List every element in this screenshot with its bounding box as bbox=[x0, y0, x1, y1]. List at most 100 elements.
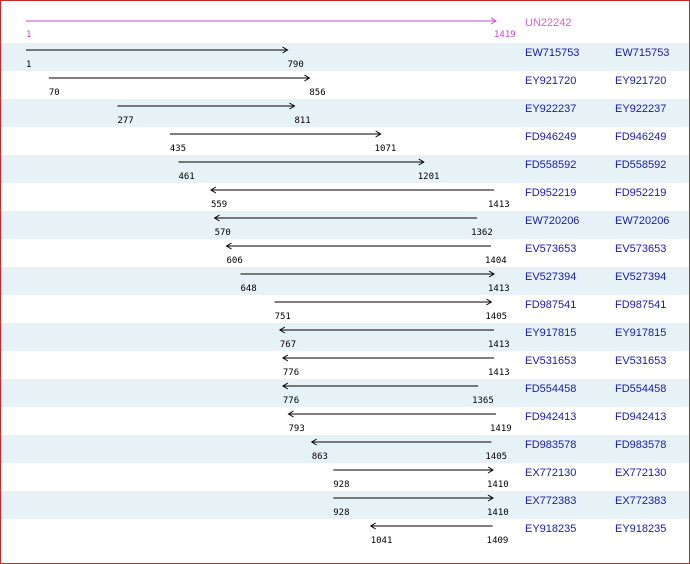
accession-link-secondary[interactable]: EX772383 bbox=[615, 495, 667, 507]
accession-link-secondary[interactable]: FD942413 bbox=[615, 411, 667, 423]
alignment-arrowhead bbox=[287, 410, 294, 418]
alignment-start-label: 863 bbox=[311, 452, 328, 462]
alignment-start-label: 1041 bbox=[370, 536, 393, 546]
accession-link-secondary[interactable]: FD558592 bbox=[615, 159, 667, 171]
accession-link[interactable]: FD942413 bbox=[525, 411, 577, 423]
alignment-end-label: 1201 bbox=[417, 172, 440, 182]
alignment-end-label: 1419 bbox=[490, 424, 512, 434]
alignment-start-label: 461 bbox=[178, 172, 195, 182]
accession-link[interactable]: FD952219 bbox=[525, 187, 577, 199]
alignment-start-label: 776 bbox=[282, 368, 300, 378]
alignment-end-label: 1413 bbox=[488, 200, 510, 210]
accession-link[interactable]: EV527394 bbox=[525, 271, 577, 283]
accession-link[interactable]: EW720206 bbox=[525, 215, 580, 227]
alignment-arrowhead bbox=[488, 270, 495, 278]
alignment-arrowhead bbox=[289, 102, 296, 110]
alignment-arrowhead bbox=[213, 214, 220, 222]
alignment-row: 776 1365 FD554458 FD554458 bbox=[1, 379, 689, 407]
alignment-row: 461 1201 FD558592 FD558592 bbox=[1, 155, 689, 183]
reference-accession-link[interactable]: UN22242 bbox=[525, 17, 572, 29]
reference-end-label: 1419 bbox=[494, 30, 516, 40]
alignment-row: 570 1362 EW720206 EW720206 bbox=[1, 211, 689, 239]
accession-link-secondary[interactable]: EW715753 bbox=[615, 47, 670, 59]
alignment-start-label: 1 bbox=[26, 60, 32, 70]
alignment-arrowhead bbox=[487, 494, 494, 502]
alignment-arrow bbox=[240, 270, 495, 278]
accession-link[interactable]: FD987541 bbox=[525, 299, 577, 311]
accession-link-secondary[interactable]: EV531653 bbox=[615, 355, 667, 367]
accession-link-secondary[interactable]: EY917815 bbox=[615, 327, 667, 339]
alignment-arrow bbox=[213, 214, 478, 222]
accession-link-secondary[interactable]: FD983578 bbox=[615, 439, 667, 451]
accession-link-secondary[interactable]: EY918235 bbox=[615, 523, 667, 535]
alignment-arrow bbox=[287, 410, 496, 418]
alignment-row: 928 1410 EX772130 EX772130 bbox=[1, 463, 689, 491]
alignment-row: 435 1071 FD946249 FD946249 bbox=[1, 127, 689, 155]
alignment-row: 648 1413 EV527394 EV527394 bbox=[1, 267, 689, 295]
accession-link[interactable]: EX772383 bbox=[525, 495, 577, 507]
accession-link[interactable]: EV531653 bbox=[525, 355, 577, 367]
alignment-end-label: 1405 bbox=[485, 312, 508, 322]
alignment-start-label: 70 bbox=[48, 88, 60, 98]
alignment-arrow bbox=[225, 242, 492, 250]
accession-link-secondary[interactable]: EY922237 bbox=[615, 103, 667, 115]
accession-link-secondary[interactable]: EW720206 bbox=[615, 215, 670, 227]
accession-link[interactable]: EV573653 bbox=[525, 243, 577, 255]
alignment-start-label: 570 bbox=[214, 228, 231, 238]
accession-link[interactable]: EW715753 bbox=[525, 47, 580, 59]
alignment-start-label: 435 bbox=[169, 144, 187, 154]
alignment-arrow bbox=[333, 494, 494, 502]
alignment-row: 776 1413 EV531653 EV531653 bbox=[1, 351, 689, 379]
alignment-start-label: 648 bbox=[240, 284, 257, 294]
accession-link-secondary[interactable]: FD987541 bbox=[615, 299, 667, 311]
accession-link[interactable]: FD983578 bbox=[525, 439, 577, 451]
accession-link[interactable]: EY917815 bbox=[525, 327, 577, 339]
alignment-row: 751 1405 FD987541 FD987541 bbox=[1, 295, 689, 323]
reference-arrow bbox=[26, 17, 497, 25]
alignment-end-label: 1405 bbox=[485, 452, 508, 462]
alignment-end-label: 811 bbox=[294, 116, 311, 126]
alignment-arrowhead bbox=[418, 158, 425, 166]
accession-link-secondary[interactable]: EV527394 bbox=[615, 271, 667, 283]
accession-link[interactable]: FD558592 bbox=[525, 159, 577, 171]
accession-link[interactable]: FD946249 bbox=[525, 131, 577, 143]
alignment-end-label: 1071 bbox=[374, 144, 397, 154]
alignment-row: 277 811 EY922237 EY922237 bbox=[1, 99, 689, 127]
accession-link[interactable]: EY918235 bbox=[525, 523, 577, 535]
alignment-row: 793 1419 FD942413 FD942413 bbox=[1, 407, 689, 435]
reference-arrowhead bbox=[490, 17, 497, 25]
accession-link-secondary[interactable]: EY921720 bbox=[615, 75, 667, 87]
accession-link[interactable]: EY922237 bbox=[525, 103, 577, 115]
alignment-start-label: 277 bbox=[117, 116, 134, 126]
accession-link[interactable]: EX772130 bbox=[525, 467, 577, 479]
alignment-start-label: 928 bbox=[333, 480, 350, 490]
accession-link-secondary[interactable]: FD554458 bbox=[615, 383, 667, 395]
accession-link-secondary[interactable]: FD952219 bbox=[615, 187, 667, 199]
accession-link-secondary[interactable]: FD946249 bbox=[615, 131, 667, 143]
accession-link[interactable]: EY921720 bbox=[525, 75, 577, 87]
alignment-arrow bbox=[310, 438, 492, 446]
reference-start-label: 1 bbox=[26, 30, 32, 40]
accession-link-secondary[interactable]: EX772130 bbox=[615, 467, 667, 479]
alignment-row: 767 1413 EY917815 EY917815 bbox=[1, 323, 689, 351]
alignment-arrowhead bbox=[486, 298, 493, 306]
alignment-arrowhead bbox=[487, 466, 494, 474]
alignment-row: 606 1404 EV573653 EV573653 bbox=[1, 239, 689, 267]
alignment-arrowhead bbox=[281, 382, 289, 390]
alignment-start-label: 559 bbox=[210, 200, 228, 210]
alignment-end-label: 1410 bbox=[487, 480, 509, 490]
accession-link[interactable]: FD554458 bbox=[525, 383, 577, 395]
alignment-arrow bbox=[26, 46, 289, 54]
alignment-start-label: 793 bbox=[288, 424, 305, 434]
alignment-end-label: 1404 bbox=[485, 256, 507, 266]
alignment-end-label: 1410 bbox=[487, 508, 509, 518]
accession-link-secondary[interactable]: EV573653 bbox=[615, 243, 667, 255]
alignment-end-label: 1365 bbox=[472, 396, 494, 406]
alignment-start-label: 767 bbox=[279, 340, 297, 350]
alignment-arrowhead bbox=[281, 354, 289, 362]
alignment-arrowhead bbox=[369, 522, 376, 530]
alignment-row: 1 790 EW715753 EW715753 bbox=[1, 43, 689, 71]
alignment-arrowhead bbox=[282, 46, 289, 54]
alignment-end-label: 1413 bbox=[488, 368, 510, 378]
